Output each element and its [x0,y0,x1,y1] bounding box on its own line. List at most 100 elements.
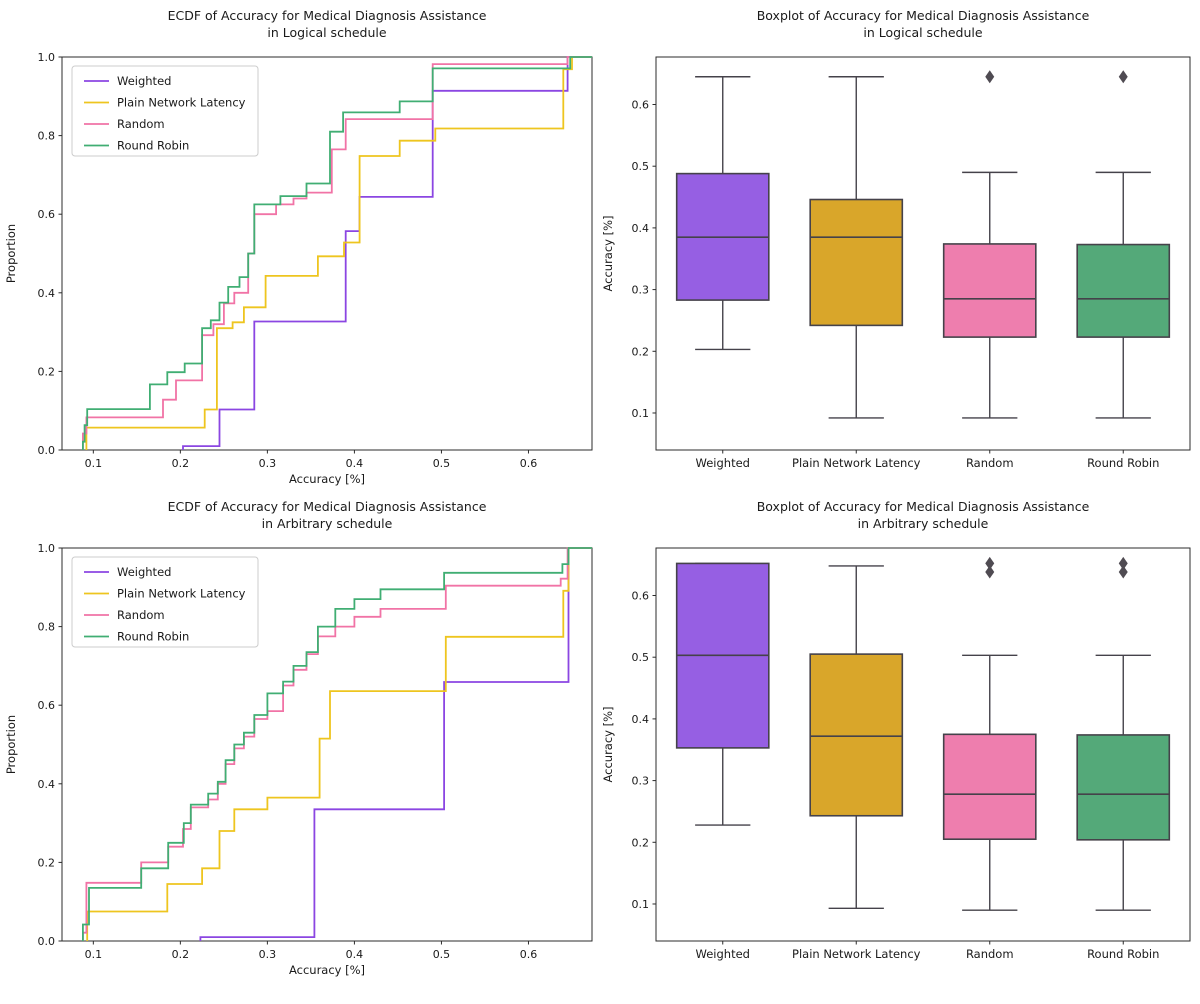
y-axis-label: Proportion [4,224,18,283]
y-tick-label: 0.4 [38,778,56,791]
box-rect [1076,734,1171,841]
y-tick-label: 0.3 [632,284,650,297]
x-axis-label: Accuracy [%] [289,963,365,977]
chart-title: Boxplot of Accuracy for Medical Diagnosi… [757,8,1090,23]
legend-label: Weighted [117,565,171,579]
y-tick-label: 0.6 [38,208,56,221]
y-tick-label: 0.5 [632,651,650,664]
y-tick-label: 0.8 [38,130,56,143]
x-tick-label: 0.1 [85,457,103,470]
x-tick-label: 0.2 [172,457,190,470]
ecdf-line-round-robin [82,56,592,450]
box-rect [942,243,1037,338]
y-tick-label: 0.4 [38,287,56,300]
box-plain-network-latency [809,565,904,910]
legend-label: Plain Network Latency [117,587,246,601]
legend-label: Random [117,608,165,622]
x-tick-label: Round Robin [1087,947,1159,961]
box-random [942,70,1037,419]
chart-subtitle: in Logical schedule [267,25,386,40]
x-tick-label: 0.3 [259,457,277,470]
y-tick-label: 1.0 [38,542,56,555]
plot-frame [655,547,1191,942]
box-plain-network-latency [809,76,904,419]
y-tick-label: 0.6 [38,699,56,712]
y-tick-label: 0.2 [38,365,56,378]
chart-title: Boxplot of Accuracy for Medical Diagnosi… [757,500,1090,514]
ecdf-line-weighted [199,547,592,941]
box-weighted [675,562,770,826]
ecdf-line-weighted [182,56,592,450]
chart-box-logical: Boxplot of Accuracy for Medical Diagnosi… [600,0,1200,500]
x-tick-label: 0.2 [172,948,190,961]
y-tick-label: 0.2 [632,345,650,358]
chart-title: ECDF of Accuracy for Medical Diagnosis A… [168,8,487,23]
outlier-marker [985,565,995,579]
chart-title: ECDF of Accuracy for Medical Diagnosis A… [168,500,487,514]
x-tick-label: Weighted [696,456,750,470]
ecdf-line-plain-network-latency [86,547,592,941]
x-tick-label: 0.6 [520,457,538,470]
y-tick-label: 1.0 [38,51,56,64]
y-axis-label: Proportion [4,715,18,774]
box-weighted [675,76,770,351]
x-tick-label: Round Robin [1087,456,1159,470]
legend-box [71,556,259,648]
legend-label: Plain Network Latency [117,96,246,110]
legend-label: Round Robin [117,139,189,153]
x-tick-label: Random [966,947,1014,961]
plot-frame [655,56,1191,451]
y-tick-label: 0.6 [632,590,650,603]
chart-subtitle: in Arbitrary schedule [262,516,393,531]
box-random [942,556,1037,911]
box-rect [809,653,904,817]
ecdf-line-round-robin [82,547,592,941]
chart-box-arbitrary: Boxplot of Accuracy for Medical Diagnosi… [600,499,1200,1000]
y-tick-label: 0.4 [632,222,650,235]
outlier-marker [985,556,995,570]
chart-svg-box-logical: Boxplot of Accuracy for Medical Diagnosi… [601,8,1191,470]
x-tick-label: 0.1 [85,948,103,961]
box-rect [809,198,904,327]
outlier-marker [1118,565,1128,579]
x-tick-label: 0.4 [346,457,364,470]
legend-label: Round Robin [117,630,189,644]
y-tick-label: 0.0 [38,935,56,948]
plot-frame [61,56,593,451]
x-tick-label: 0.5 [433,457,451,470]
box-rect [942,733,1037,841]
ecdf-line-plain-network-latency [85,56,592,450]
outlier-marker [1118,70,1128,84]
x-tick-label: 0.4 [346,948,364,961]
plot-frame [61,547,593,942]
y-tick-label: 0.2 [632,836,650,849]
x-tick-label: Random [966,456,1014,470]
y-tick-label: 0.5 [632,160,650,173]
chart-subtitle: in Logical schedule [863,25,982,40]
outlier-marker [985,70,995,84]
chart-svg-ecdf-arbitrary: ECDF of Accuracy for Medical Diagnosis A… [4,499,593,977]
box-rect [1076,243,1171,338]
box-round-robin [1076,556,1171,911]
x-tick-label: Plain Network Latency [792,947,921,961]
y-axis-label: Accuracy [%] [601,215,615,291]
chart-svg-box-arbitrary: Boxplot of Accuracy for Medical Diagnosi… [601,499,1191,961]
y-tick-label: 0.0 [38,444,56,457]
y-tick-label: 0.6 [632,99,650,112]
x-tick-label: 0.3 [259,948,277,961]
y-tick-label: 0.8 [38,621,56,634]
y-tick-label: 0.3 [632,775,650,788]
x-axis-label: Accuracy [%] [289,472,365,486]
chart-ecdf-logical: ECDF of Accuracy for Medical Diagnosis A… [0,0,600,500]
legend-box [71,65,259,157]
y-tick-label: 0.1 [632,407,650,420]
y-axis-label: Accuracy [%] [601,706,615,782]
x-tick-label: 0.6 [520,948,538,961]
box-round-robin [1076,70,1171,419]
chart-svg-ecdf-logical: ECDF of Accuracy for Medical Diagnosis A… [4,8,593,486]
x-tick-label: Weighted [696,947,750,961]
y-tick-label: 0.2 [38,856,56,869]
x-tick-label: 0.5 [433,948,451,961]
legend-label: Random [117,117,165,131]
